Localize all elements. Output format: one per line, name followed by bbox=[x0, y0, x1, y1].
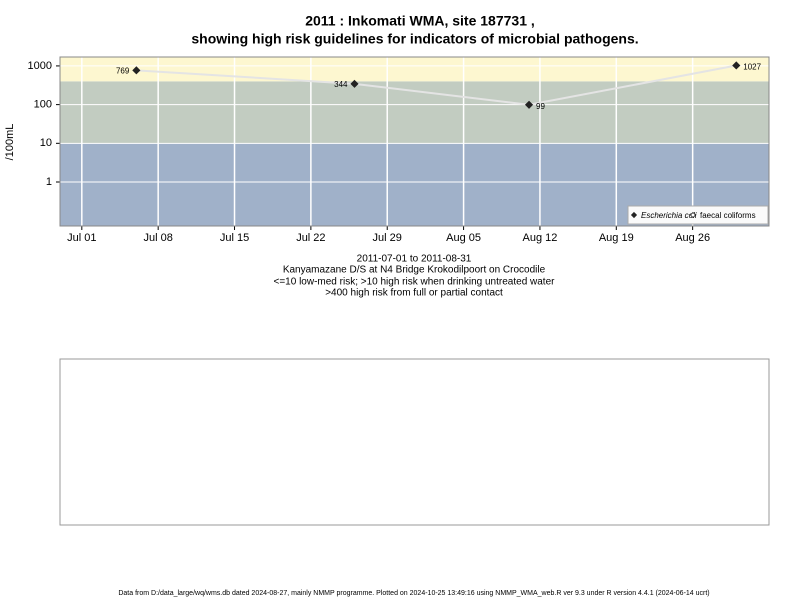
point bbox=[132, 66, 141, 75]
y-tick-label: 1000 bbox=[28, 60, 52, 72]
x-tick-label: Jul 29 bbox=[373, 232, 402, 244]
x-tick-label: Jul 01 bbox=[67, 232, 96, 244]
y-tick-label: 100 bbox=[34, 99, 52, 111]
data-label: 99 bbox=[536, 102, 545, 111]
y-axis-label: /100mL bbox=[4, 124, 16, 161]
x-tick-label: Jul 15 bbox=[220, 232, 249, 244]
point bbox=[732, 61, 741, 70]
x-tick-label: Aug 05 bbox=[446, 232, 481, 244]
y-tick-label: 1 bbox=[46, 176, 52, 188]
legend-marker bbox=[689, 211, 697, 219]
legend-marker bbox=[630, 211, 638, 219]
x-tick-label: Jul 08 bbox=[143, 232, 172, 244]
plot-frame bbox=[59, 56, 770, 227]
data-label: 769 bbox=[116, 66, 130, 75]
x-tick-label: Aug 19 bbox=[599, 232, 634, 244]
data-label: 344 bbox=[334, 80, 348, 89]
chart-title: showing high risk guidelines for indicat… bbox=[191, 31, 638, 47]
empty-panel bbox=[59, 358, 770, 526]
subtitle: 2011-07-01 to 2011-08-31 bbox=[357, 254, 472, 265]
footer: Data from D:/data_large/wq/wms.db dated … bbox=[118, 590, 709, 597]
point bbox=[350, 79, 359, 88]
series-line bbox=[136, 64, 737, 106]
legend-label: Escherichia coli bbox=[641, 211, 697, 220]
chart-title: 2011 : Inkomati WMA, site 187731 , bbox=[305, 13, 535, 29]
data-label: 1027 bbox=[743, 63, 761, 72]
x-tick-label: Aug 26 bbox=[675, 232, 710, 244]
legend-box bbox=[627, 205, 769, 225]
x-tick-label: Jul 22 bbox=[296, 232, 325, 244]
subtitle: Kanyamazane D/S at N4 Bridge Krokodilpoo… bbox=[283, 265, 546, 276]
subtitle: <=10 low-med risk; >10 high risk when dr… bbox=[274, 277, 556, 288]
point bbox=[524, 100, 534, 109]
risk-band bbox=[60, 57, 769, 82]
x-tick-label: Aug 12 bbox=[523, 232, 558, 244]
y-tick-label: 10 bbox=[40, 137, 52, 149]
legend-label: faecal coliforms bbox=[700, 211, 756, 220]
subtitle: >400 high risk from full or partial cont… bbox=[325, 288, 503, 299]
